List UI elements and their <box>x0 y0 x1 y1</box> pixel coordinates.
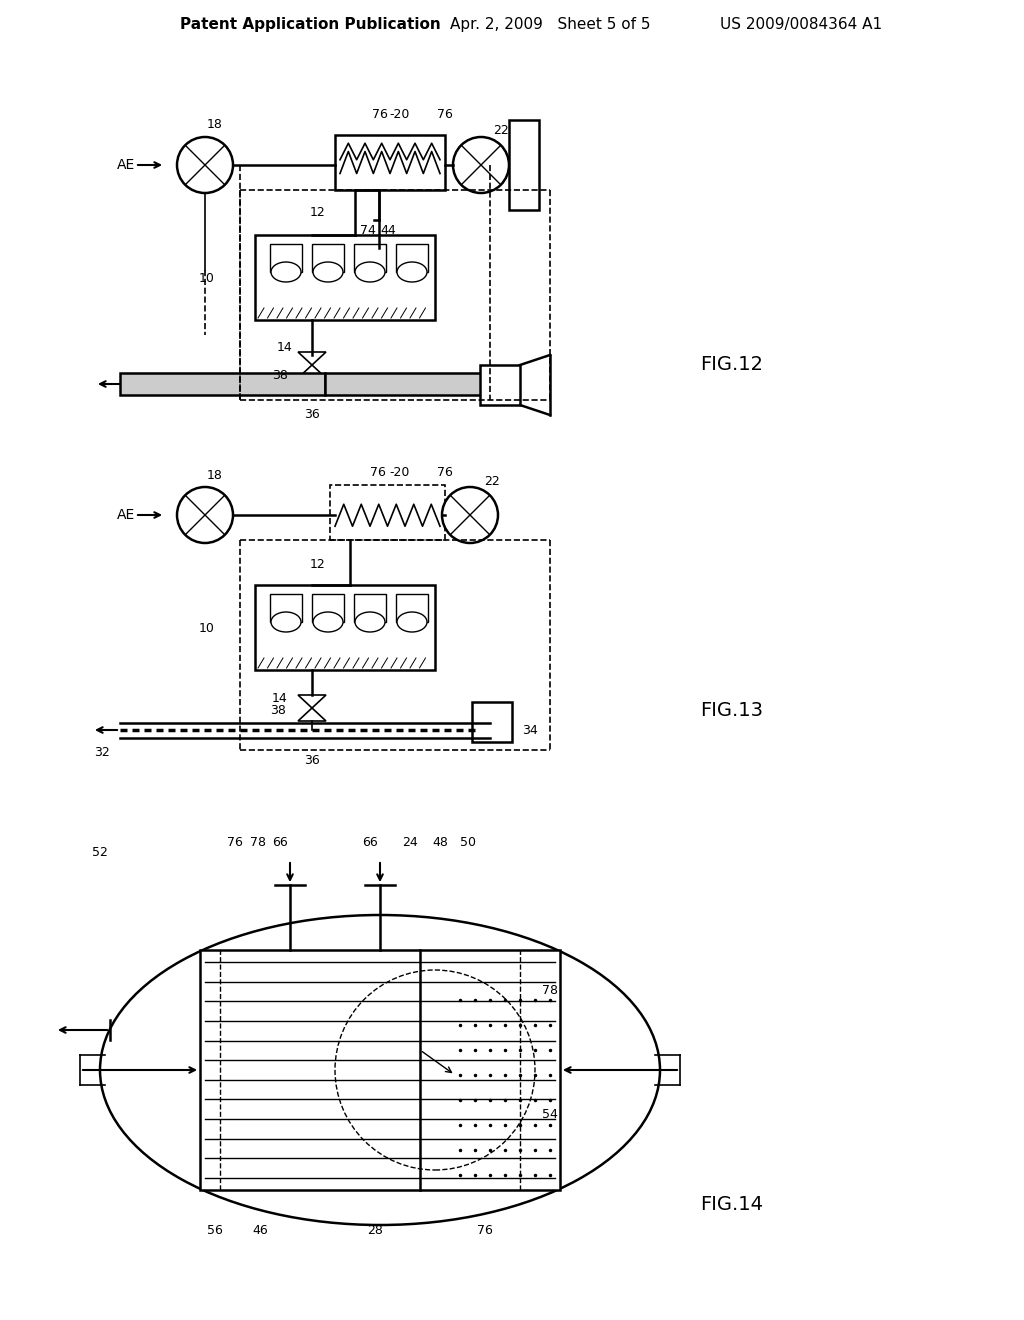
Bar <box>330 484 445 540</box>
Circle shape <box>177 137 233 193</box>
Text: 76: 76 <box>437 466 453 479</box>
Text: AE: AE <box>117 508 135 521</box>
Bar <box>396 244 428 272</box>
Text: 46: 46 <box>252 1224 268 1237</box>
Ellipse shape <box>355 261 385 282</box>
Text: 56: 56 <box>207 1224 223 1237</box>
Ellipse shape <box>397 261 427 282</box>
Text: 14: 14 <box>272 692 288 705</box>
Bar <box>270 594 302 622</box>
Ellipse shape <box>271 261 301 282</box>
Text: 34: 34 <box>522 723 538 737</box>
Text: 74: 74 <box>360 223 376 236</box>
Polygon shape <box>298 696 326 708</box>
Polygon shape <box>298 352 326 366</box>
Text: 36: 36 <box>304 754 319 767</box>
Text: 12: 12 <box>310 206 326 219</box>
Text: 44: 44 <box>380 223 396 236</box>
Circle shape <box>177 487 233 543</box>
Bar <box>312 244 344 272</box>
Bar <box>472 702 512 742</box>
Text: 52: 52 <box>92 846 108 858</box>
Text: -20: -20 <box>390 466 411 479</box>
Text: Apr. 2, 2009   Sheet 5 of 5: Apr. 2, 2009 Sheet 5 of 5 <box>450 17 650 33</box>
Bar <box>255 585 435 671</box>
Text: 18: 18 <box>207 469 223 482</box>
Text: US 2009/0084364 A1: US 2009/0084364 A1 <box>720 17 882 33</box>
Circle shape <box>453 137 509 193</box>
Text: 32: 32 <box>94 746 110 759</box>
Ellipse shape <box>355 612 385 632</box>
Ellipse shape <box>271 612 301 632</box>
Text: 76: 76 <box>227 836 243 849</box>
Text: FIG.14: FIG.14 <box>700 1196 763 1214</box>
Text: 12: 12 <box>310 558 326 572</box>
Bar <box>396 594 428 622</box>
Ellipse shape <box>313 612 343 632</box>
Bar <box>335 135 445 190</box>
Ellipse shape <box>313 261 343 282</box>
Text: 76: 76 <box>477 1224 493 1237</box>
Bar <box>509 120 539 210</box>
Bar <box>480 366 520 405</box>
Text: 38: 38 <box>272 368 288 381</box>
Text: FIG.12: FIG.12 <box>700 355 763 375</box>
Text: 22: 22 <box>484 475 500 488</box>
Text: 78: 78 <box>250 836 266 849</box>
Text: 14: 14 <box>278 342 293 355</box>
Text: 28: 28 <box>367 1224 383 1237</box>
Text: 10: 10 <box>199 622 215 635</box>
Text: 10: 10 <box>199 272 215 285</box>
Text: -20: -20 <box>390 108 411 121</box>
Polygon shape <box>298 366 326 378</box>
Text: AE: AE <box>117 158 135 172</box>
Text: 76: 76 <box>437 108 453 121</box>
Bar <box>120 374 325 395</box>
Text: 66: 66 <box>362 836 378 849</box>
Text: Patent Application Publication: Patent Application Publication <box>180 17 440 33</box>
Text: 54: 54 <box>542 1109 558 1122</box>
Text: 76: 76 <box>372 108 388 121</box>
Bar <box>325 374 505 395</box>
Ellipse shape <box>397 612 427 632</box>
Text: 36: 36 <box>304 408 319 421</box>
Text: 50: 50 <box>460 836 476 849</box>
Bar <box>354 244 386 272</box>
Bar <box>312 594 344 622</box>
Polygon shape <box>298 708 326 721</box>
Bar <box>255 235 435 319</box>
Text: 78: 78 <box>542 983 558 997</box>
Text: 66: 66 <box>272 836 288 849</box>
Text: 48: 48 <box>432 836 447 849</box>
Text: 24: 24 <box>402 836 418 849</box>
Text: 18: 18 <box>207 119 223 132</box>
Bar <box>200 950 560 1191</box>
Text: 76: 76 <box>370 466 386 479</box>
Text: 38: 38 <box>270 704 286 717</box>
Bar <box>270 244 302 272</box>
Circle shape <box>442 487 498 543</box>
Text: 22: 22 <box>494 124 509 136</box>
Bar <box>354 594 386 622</box>
Ellipse shape <box>100 915 660 1225</box>
Text: FIG.13: FIG.13 <box>700 701 763 719</box>
